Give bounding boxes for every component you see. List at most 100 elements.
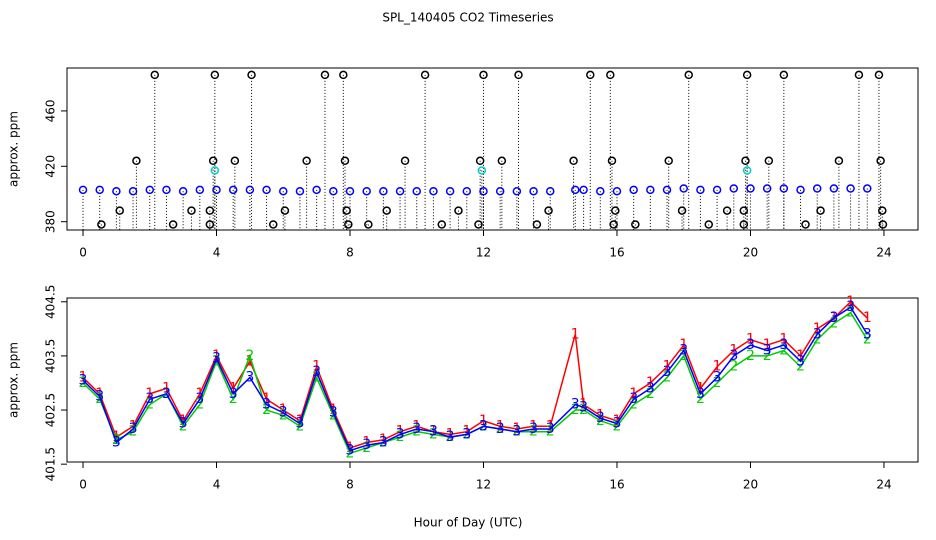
point xyxy=(268,220,278,229)
point xyxy=(684,70,693,80)
point xyxy=(664,156,673,166)
point xyxy=(812,184,822,193)
point xyxy=(475,156,485,166)
point-marker: 3 xyxy=(613,416,622,432)
point-marker: 1 xyxy=(729,343,738,359)
point-marker: 2 xyxy=(746,348,755,364)
point-marker: 1 xyxy=(629,386,638,402)
point-marker: 1 xyxy=(462,424,471,440)
point xyxy=(796,185,805,195)
point xyxy=(477,166,487,175)
point-marker: 1 xyxy=(579,397,588,413)
point-marker: 2 xyxy=(362,440,371,456)
point-marker: 1 xyxy=(746,332,755,348)
point-marker: 1 xyxy=(312,359,321,375)
point-marker: 3 xyxy=(746,337,755,353)
point-marker: 3 xyxy=(245,370,254,386)
point xyxy=(712,185,722,195)
point-marker: 3 xyxy=(129,421,138,437)
point xyxy=(863,184,872,193)
point xyxy=(609,220,618,229)
x-tick-label: 24 xyxy=(876,246,891,260)
point-marker: 3 xyxy=(512,424,521,440)
point xyxy=(312,185,321,195)
point xyxy=(340,156,350,166)
point-marker: 2 xyxy=(629,397,638,413)
point xyxy=(320,70,330,80)
y-tick-label: 401.5 xyxy=(44,447,58,481)
y-tick-label: 460 xyxy=(44,99,58,122)
point xyxy=(607,156,617,166)
point xyxy=(679,184,688,193)
point-marker: 1 xyxy=(663,359,672,375)
point-marker: 2 xyxy=(179,418,188,434)
point xyxy=(187,206,196,215)
point-marker: 3 xyxy=(412,421,421,437)
point-marker: 3 xyxy=(863,326,872,342)
point xyxy=(742,166,752,175)
point xyxy=(132,156,141,166)
point xyxy=(115,206,124,215)
point xyxy=(445,186,455,196)
point-marker: 2 xyxy=(679,348,688,364)
point-marker: 1 xyxy=(512,421,521,437)
point-marker: 1 xyxy=(813,321,822,337)
plot-frame xyxy=(66,67,919,231)
point-marker: 2 xyxy=(571,402,580,418)
point xyxy=(364,220,373,229)
point xyxy=(437,220,447,229)
point xyxy=(412,186,421,196)
point-marker: 1 xyxy=(162,380,171,396)
point xyxy=(722,206,732,215)
point xyxy=(606,70,615,80)
point-marker: 1 xyxy=(646,375,655,391)
point-marker: 1 xyxy=(229,380,238,396)
point xyxy=(344,220,353,229)
point-marker: 2 xyxy=(295,418,304,434)
point-marker: 3 xyxy=(629,391,638,407)
point xyxy=(571,185,580,195)
point xyxy=(629,185,638,195)
point xyxy=(611,206,620,215)
point xyxy=(208,156,218,166)
point xyxy=(834,156,844,166)
point-marker: 2 xyxy=(546,424,555,440)
x-tick-label: 20 xyxy=(743,246,758,260)
point xyxy=(512,186,522,196)
point-marker: 2 xyxy=(112,432,121,448)
point xyxy=(497,156,507,166)
point xyxy=(400,156,410,166)
point xyxy=(545,186,555,196)
plot-frame xyxy=(66,297,919,463)
point-marker: 3 xyxy=(229,386,238,402)
point-marker: 1 xyxy=(679,337,688,353)
point-marker: 2 xyxy=(613,418,622,434)
point-marker: 1 xyxy=(179,413,188,429)
point-marker: 2 xyxy=(863,332,872,348)
point xyxy=(586,70,595,80)
point-marker: 1 xyxy=(779,332,788,348)
point xyxy=(95,185,104,195)
point xyxy=(529,186,538,196)
point-marker: 3 xyxy=(212,351,221,367)
point-marker: 3 xyxy=(829,310,838,326)
point-marker: 3 xyxy=(195,391,204,407)
point-marker: 3 xyxy=(679,343,688,359)
point-marker: 2 xyxy=(829,315,838,331)
point xyxy=(495,186,505,196)
point-marker: 3 xyxy=(462,426,471,442)
point-marker: 3 xyxy=(295,416,304,432)
point-marker: 1 xyxy=(696,380,705,396)
x-tick-label: 4 xyxy=(213,246,221,260)
x-tick-label: 16 xyxy=(609,246,624,260)
point xyxy=(205,220,215,229)
y-tick-label: 420 xyxy=(44,155,58,178)
point xyxy=(846,184,855,193)
point xyxy=(78,185,88,195)
point-marker: 2 xyxy=(763,348,772,364)
point xyxy=(764,156,774,166)
point xyxy=(228,185,238,195)
x-tick-label: 4 xyxy=(213,478,221,492)
point-marker: 3 xyxy=(496,421,505,437)
point-marker: 1 xyxy=(212,348,221,364)
